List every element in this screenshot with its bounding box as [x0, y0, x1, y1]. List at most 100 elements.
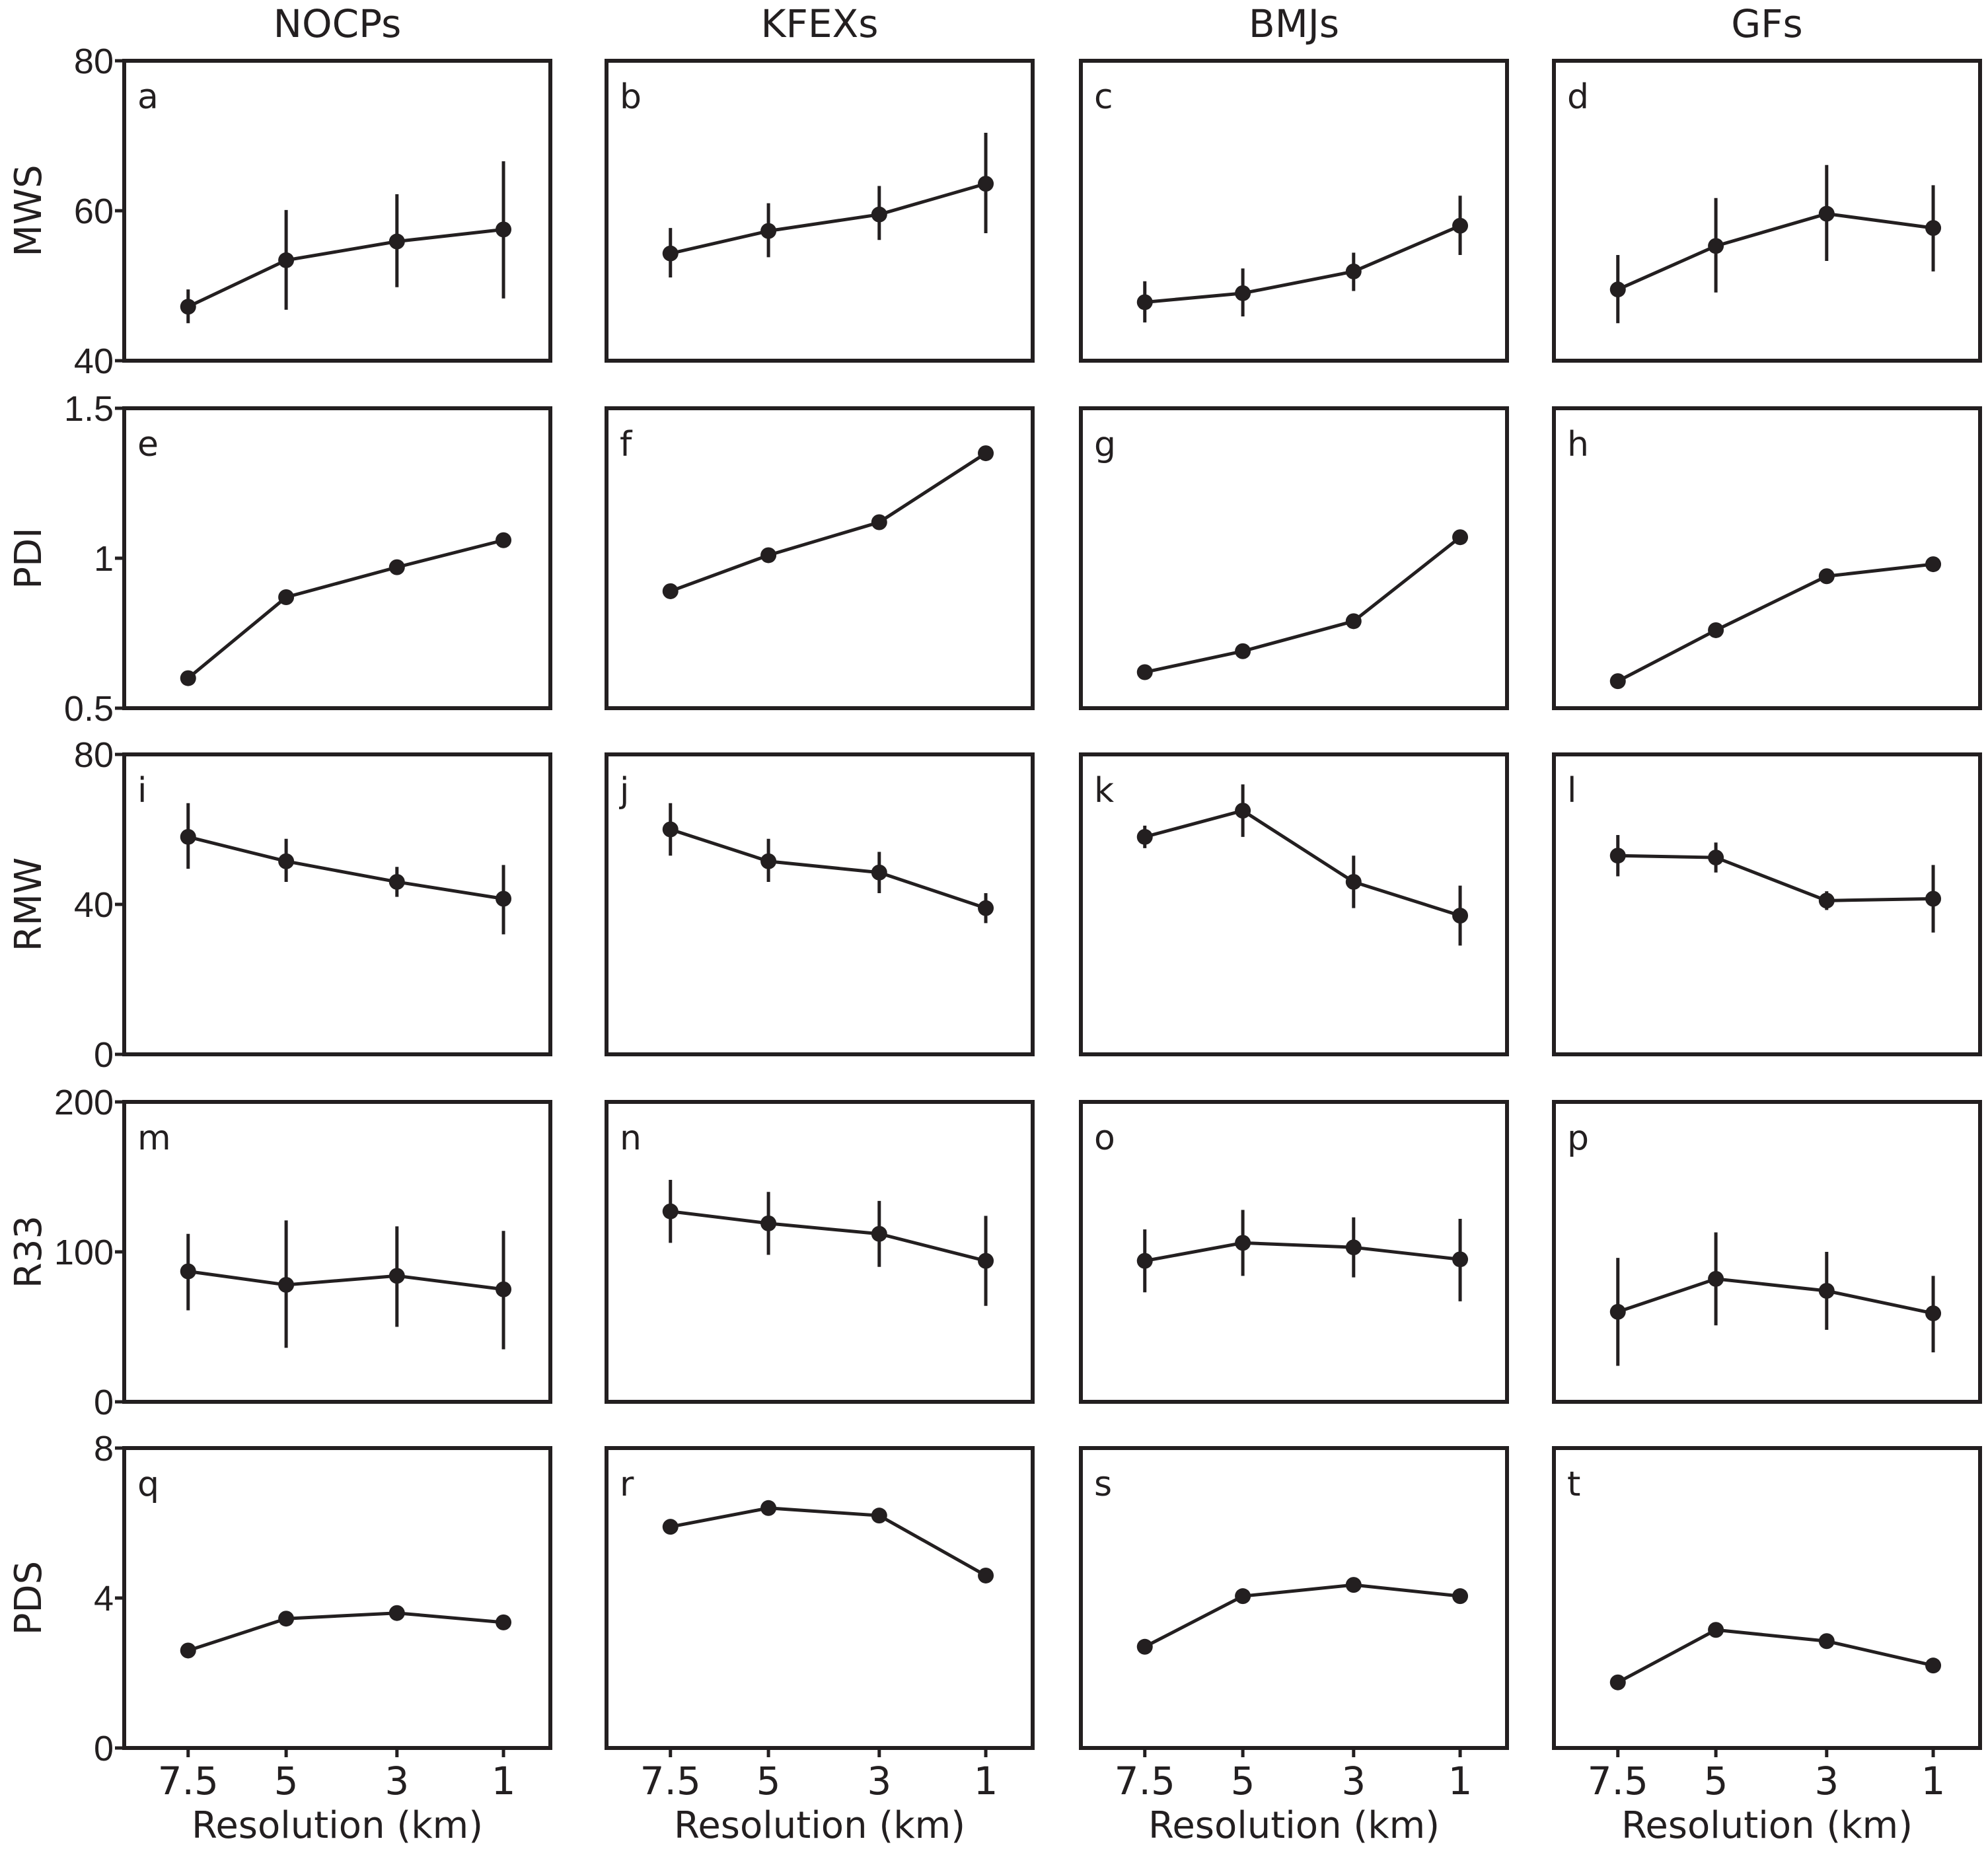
- panel-label: a: [137, 77, 159, 117]
- series-line: [1617, 854, 1934, 902]
- data-point: [496, 532, 512, 548]
- data-point: [1708, 850, 1724, 866]
- y-axis-label: RMW: [7, 857, 50, 952]
- data-point: [388, 233, 405, 250]
- panel-t: t: [1552, 1446, 1982, 1757]
- data-point: [496, 891, 512, 907]
- panel-frame: [1079, 59, 1509, 363]
- y-axis-label: MWS: [7, 164, 50, 256]
- data-point: [1925, 891, 1942, 907]
- panel-label: m: [137, 1118, 171, 1158]
- data-point: [496, 1281, 512, 1297]
- panel-label: o: [1094, 1118, 1115, 1158]
- series-line: [1144, 536, 1461, 674]
- data-point: [1452, 217, 1469, 234]
- data-point: [1235, 285, 1251, 301]
- data-point: [1609, 1674, 1626, 1691]
- panel-frame: [122, 406, 552, 710]
- series-line: [187, 1611, 504, 1652]
- panel-label: l: [1567, 771, 1576, 811]
- panel-o: o: [1079, 1100, 1509, 1404]
- data-point: [278, 589, 295, 606]
- data-point: [1235, 1235, 1251, 1251]
- data-point: [760, 853, 777, 869]
- panel-label: h: [1567, 425, 1589, 464]
- data-point: [1136, 664, 1153, 680]
- data-point: [871, 514, 887, 530]
- data-point: [388, 1268, 405, 1284]
- panel-label: g: [1094, 425, 1116, 464]
- data-point: [760, 223, 777, 239]
- data-point: [1818, 1633, 1835, 1650]
- panel-k: k: [1079, 752, 1509, 1056]
- series-line: [669, 828, 986, 910]
- data-point: [180, 828, 196, 845]
- panel-frame: [605, 752, 1035, 1056]
- panel-label: e: [137, 425, 159, 464]
- panel-frame: [605, 1100, 1035, 1404]
- y-tick-label: 0: [94, 1035, 114, 1075]
- panel-frame: [1552, 1100, 1982, 1404]
- panel-label: d: [1567, 77, 1589, 117]
- data-point: [496, 1614, 512, 1630]
- x-tick-label: 1: [974, 1759, 998, 1803]
- panel-d: d: [1552, 59, 1982, 363]
- y-tick-label: 40: [74, 342, 114, 381]
- x-axis-label: Resolution (km): [192, 1804, 483, 1847]
- data-point: [180, 299, 196, 315]
- data-point: [1818, 568, 1835, 585]
- data-point: [1452, 529, 1469, 546]
- series-line: [1144, 224, 1461, 304]
- panel-frame: [605, 59, 1035, 363]
- panel-label: q: [137, 1465, 159, 1504]
- x-tick-label: 7.5: [640, 1759, 701, 1803]
- data-point: [1609, 1303, 1626, 1320]
- data-point: [871, 1225, 887, 1242]
- data-point: [662, 1519, 679, 1535]
- data-point: [662, 1203, 679, 1219]
- data-point: [1452, 908, 1469, 924]
- panel-h: h: [1552, 406, 1982, 710]
- data-point: [1136, 828, 1153, 845]
- y-tick-label: 0: [94, 1729, 114, 1768]
- panel-n: n: [605, 1100, 1035, 1404]
- series-line: [1144, 809, 1461, 918]
- y-tick-label: 1: [94, 539, 114, 579]
- data-point: [1818, 892, 1835, 909]
- panel-label: j: [619, 771, 629, 811]
- data-point: [662, 583, 679, 599]
- data-point: [278, 252, 295, 268]
- panel-frame: [1079, 1100, 1509, 1404]
- series-line: [187, 227, 504, 309]
- data-point: [978, 1567, 994, 1583]
- x-tick-label: 5: [756, 1759, 781, 1803]
- series-line: [1617, 562, 1934, 683]
- data-point: [180, 1263, 196, 1280]
- y-axis-label: R33: [7, 1216, 50, 1288]
- panel-frame: [605, 406, 1035, 710]
- column-title: BMJs: [1249, 1, 1339, 46]
- panel-j: j: [605, 752, 1035, 1056]
- panel-frame: [1079, 1446, 1509, 1750]
- data-point: [871, 1508, 887, 1524]
- series-line: [187, 538, 504, 680]
- panel-g: g: [1079, 406, 1509, 710]
- data-point: [662, 821, 679, 838]
- panel-frame: [1552, 752, 1982, 1056]
- panel-a: a: [115, 59, 552, 363]
- data-point: [1818, 1283, 1835, 1299]
- data-point: [1452, 1588, 1469, 1605]
- panel-r: r: [605, 1446, 1035, 1757]
- panel-q: q: [115, 1446, 552, 1757]
- panel-s: s: [1079, 1446, 1509, 1757]
- panel-i: i: [115, 752, 552, 1056]
- y-tick-label: 4: [94, 1579, 114, 1619]
- series-line: [669, 452, 987, 593]
- series-line: [670, 1506, 987, 1578]
- data-point: [978, 176, 994, 192]
- panel-frame: [605, 1446, 1035, 1750]
- data-point: [760, 547, 777, 564]
- data-point: [278, 1611, 295, 1627]
- data-point: [1708, 622, 1724, 638]
- x-tick-label: 7.5: [1115, 1759, 1175, 1803]
